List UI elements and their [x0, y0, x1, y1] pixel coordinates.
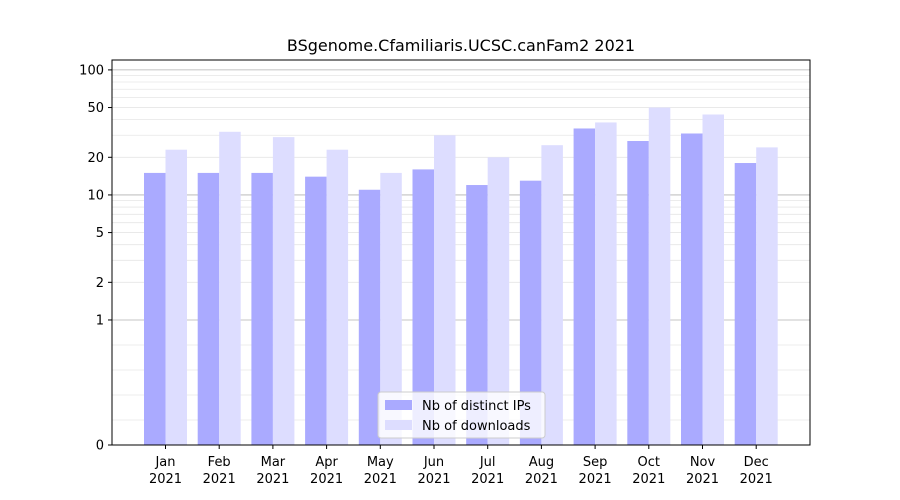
x-tick-label-year: 2021 [686, 472, 719, 487]
y-tick-label: 20 [87, 151, 104, 166]
legend-label: Nb of distinct IPs [422, 399, 531, 414]
bar-downloads-jun [434, 135, 456, 445]
x-tick-label-year: 2021 [740, 472, 773, 487]
bar-distinct-ips-mar [251, 172, 273, 445]
x-tick-label-year: 2021 [149, 472, 182, 487]
y-tick-label: 2 [96, 276, 104, 291]
bar-distinct-ips-apr [305, 176, 327, 445]
bar-downloads-mar [272, 137, 295, 445]
x-tick-label-month: May [367, 455, 394, 470]
legend: Nb of distinct IPs Nb of downloads [377, 391, 546, 439]
bar-distinct-ips-oct [627, 140, 649, 445]
x-tick-label-year: 2021 [525, 472, 558, 487]
legend-box [377, 391, 546, 439]
bar-distinct-ips-jul [466, 185, 488, 445]
bar-downloads-apr [326, 149, 349, 446]
x-tick-label-month: Nov [690, 455, 716, 470]
x-tick-label-year: 2021 [310, 472, 343, 487]
bar-distinct-ips-jan [144, 172, 166, 445]
legend-label: Nb of downloads [422, 419, 531, 434]
y-tick-label: 50 [87, 101, 104, 116]
y-tick-label: 5 [96, 226, 104, 241]
x-tick-label-month: Feb [208, 455, 231, 470]
bar-distinct-ips-may [358, 189, 381, 445]
bar-downloads-feb [219, 131, 241, 445]
chart-title: BSgenome.Cfamiliaris.UCSC.canFam2 2021 [287, 36, 635, 55]
x-axis: Jan 2021 Feb 2021 Mar 2021 Apr 2021 May 2021 Jun 20… [149, 445, 773, 487]
bar-downloads-jul [487, 157, 510, 445]
bar-distinct-ips-aug [519, 180, 542, 445]
y-tick-label: 1 [96, 313, 104, 328]
x-tick-label-month: Aug [529, 455, 554, 470]
x-tick-label-year: 2021 [579, 472, 612, 487]
x-tick-label-year: 2021 [256, 472, 289, 487]
bar-downloads-jan [165, 149, 187, 446]
y-tick-label: 100 [79, 63, 104, 78]
x-tick-label-month: Sep [583, 455, 608, 470]
x-tick-label-year: 2021 [471, 472, 504, 487]
plot-area [111, 59, 811, 446]
bar-downloads-dec [756, 147, 778, 446]
legend-swatch [385, 400, 412, 410]
bar-downloads-aug [541, 145, 563, 445]
bar-downloads-sep [595, 122, 617, 445]
bar-downloads-nov [702, 114, 724, 445]
bar-distinct-ips-feb [197, 172, 220, 445]
x-tick-label-month: Mar [261, 455, 286, 470]
x-tick-label-month: Jun [423, 455, 444, 470]
bar-downloads-oct [648, 107, 671, 446]
legend-swatch [385, 420, 412, 430]
y-tick-label: 10 [87, 188, 104, 203]
x-tick-label-month: Apr [315, 455, 338, 470]
bars [144, 107, 778, 446]
x-tick-label-month: Oct [638, 455, 660, 470]
bar-distinct-ips-nov [681, 133, 703, 445]
x-tick-label-year: 2021 [364, 472, 397, 487]
x-tick-label-month: Jul [479, 455, 496, 470]
x-tick-label-year: 2021 [417, 472, 450, 487]
bar-distinct-ips-dec [734, 163, 757, 445]
y-axis: 0 1 2 5 10 20 50 100 [79, 63, 112, 454]
bar-distinct-ips-sep [573, 128, 596, 445]
bar-distinct-ips-jun [412, 169, 434, 445]
x-tick-label-month: Dec [744, 455, 769, 470]
bar-downloads-may [380, 172, 402, 445]
x-tick-label-year: 2021 [632, 472, 665, 487]
y-tick-label: 0 [96, 439, 104, 454]
x-tick-label-year: 2021 [203, 472, 236, 487]
x-tick-label-month: Jan [154, 455, 175, 470]
